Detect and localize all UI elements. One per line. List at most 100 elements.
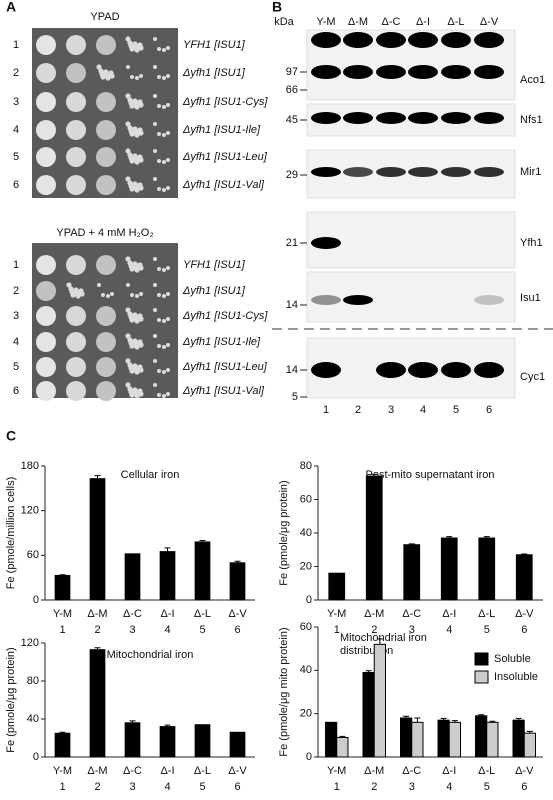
colony bbox=[137, 42, 143, 48]
bar bbox=[411, 721, 424, 758]
x-tick-label: Y-M bbox=[53, 765, 72, 777]
lane-number: 6 bbox=[521, 624, 527, 636]
genotype: Δyfh1 [ISU1-Leu] bbox=[182, 151, 268, 163]
spot bbox=[36, 63, 56, 83]
colony bbox=[132, 312, 138, 318]
band bbox=[474, 362, 504, 378]
x-tick-label: Δ-L bbox=[194, 608, 211, 620]
y-tick-label: 0 bbox=[306, 751, 312, 763]
row-number: 6 bbox=[13, 385, 19, 397]
y-tick-label: 20 bbox=[300, 560, 312, 572]
bar bbox=[229, 731, 246, 758]
colony bbox=[126, 65, 130, 69]
lane-number: 4 bbox=[164, 781, 170, 793]
colony bbox=[157, 47, 161, 51]
colony bbox=[132, 387, 138, 393]
lane-number: 4 bbox=[446, 624, 452, 636]
y-axis-label: Fe (pmole/μg protein) bbox=[5, 647, 17, 752]
x-tick-label: Δ-M bbox=[87, 608, 107, 620]
band bbox=[441, 32, 471, 48]
protein-label: Cyc1 bbox=[520, 371, 545, 383]
colony bbox=[98, 68, 104, 74]
band bbox=[311, 65, 341, 79]
spot bbox=[66, 175, 86, 195]
band bbox=[474, 295, 504, 305]
band bbox=[474, 32, 504, 48]
panel-label: A bbox=[6, 0, 16, 15]
error-bar bbox=[451, 720, 458, 723]
band bbox=[408, 65, 438, 79]
band bbox=[441, 65, 471, 79]
spot bbox=[36, 281, 56, 301]
spot bbox=[96, 332, 116, 352]
y-tick-label: 60 bbox=[27, 549, 39, 561]
colony bbox=[127, 97, 133, 103]
x-tick-label: Δ-C bbox=[402, 608, 421, 620]
y-tick-label: 40 bbox=[300, 527, 312, 539]
row-number: 1 bbox=[13, 39, 19, 51]
colony bbox=[125, 256, 131, 262]
y-tick-label: 0 bbox=[306, 594, 312, 606]
colony bbox=[166, 392, 170, 396]
bar bbox=[89, 478, 106, 601]
x-tick-label: Δ-V bbox=[515, 608, 534, 620]
colony bbox=[153, 359, 157, 363]
band bbox=[311, 295, 341, 305]
lane-label: Δ-I bbox=[416, 16, 430, 28]
y-tick-label: 40 bbox=[27, 713, 39, 725]
lane-label: Δ-L bbox=[447, 16, 464, 28]
plate-title: YPAD + 4 mM H₂O₂ bbox=[56, 227, 153, 239]
y-axis-label: Fe (pmole/μg protein) bbox=[278, 480, 290, 585]
lane-number: 3 bbox=[129, 624, 135, 636]
colony bbox=[162, 394, 166, 398]
bar bbox=[328, 572, 346, 601]
error-bar bbox=[339, 735, 346, 738]
genotype: YFH1 [ISU1] bbox=[183, 259, 246, 271]
y-axis-label: Fe (pmole/μg mito protein) bbox=[278, 627, 290, 756]
band bbox=[376, 32, 406, 48]
colony bbox=[166, 266, 170, 270]
row-number: 4 bbox=[13, 336, 19, 348]
bar bbox=[486, 721, 499, 758]
legend-swatch bbox=[474, 670, 489, 684]
error-bar bbox=[403, 715, 410, 718]
error-bar bbox=[94, 647, 101, 650]
y-tick-label: 0 bbox=[33, 594, 39, 606]
band bbox=[408, 112, 438, 124]
band bbox=[343, 65, 373, 79]
colony bbox=[127, 40, 133, 46]
x-tick-label: Y-M bbox=[327, 608, 346, 620]
lane-number: 4 bbox=[164, 624, 170, 636]
bar bbox=[194, 724, 211, 758]
protein-label: Isu1 bbox=[520, 292, 541, 304]
colony bbox=[162, 319, 166, 323]
row-number: 5 bbox=[13, 361, 19, 373]
spot bbox=[96, 306, 116, 326]
plate bbox=[32, 28, 178, 198]
colony bbox=[96, 64, 102, 70]
bar bbox=[440, 537, 458, 601]
colony bbox=[162, 76, 166, 80]
colony bbox=[153, 283, 157, 287]
lane-label: Y-M bbox=[316, 16, 335, 28]
legend-label: Soluble bbox=[494, 653, 531, 665]
band bbox=[343, 32, 373, 48]
x-tick-label: Δ-C bbox=[402, 765, 421, 777]
band bbox=[408, 32, 438, 48]
colony bbox=[132, 181, 138, 187]
spot bbox=[66, 357, 86, 377]
spot bbox=[96, 255, 116, 275]
lane-number: 2 bbox=[355, 404, 361, 416]
colony bbox=[157, 369, 161, 373]
error-bar bbox=[234, 560, 241, 563]
marker-label: 14 bbox=[286, 364, 298, 376]
protein-label: Mir1 bbox=[520, 166, 541, 178]
x-tick-label: Y-M bbox=[53, 608, 72, 620]
colony bbox=[125, 176, 131, 182]
band bbox=[408, 167, 438, 177]
band bbox=[474, 112, 504, 124]
lane-number: 5 bbox=[484, 781, 490, 793]
y-tick-label: 120 bbox=[21, 637, 39, 649]
error-bar bbox=[164, 724, 171, 727]
colony bbox=[127, 180, 133, 186]
